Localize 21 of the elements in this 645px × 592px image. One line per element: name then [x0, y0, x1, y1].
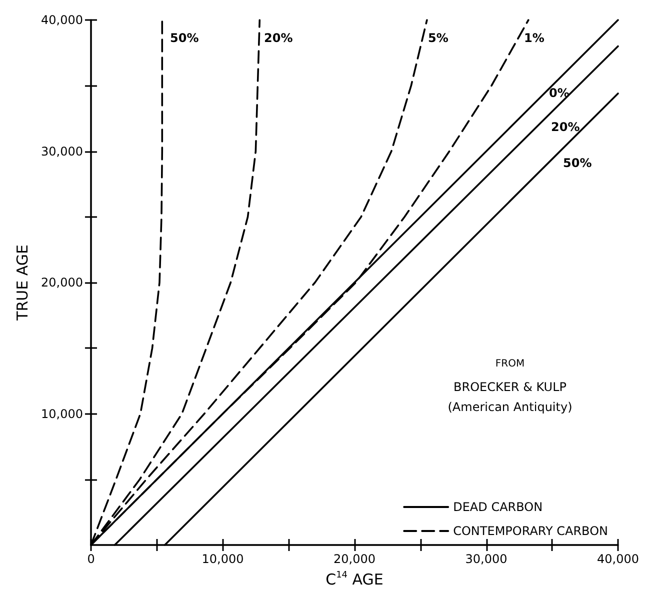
- annotation: (American Antiquity): [448, 400, 572, 414]
- annotation: FROM: [495, 358, 525, 370]
- y-tick-label: 30,000: [41, 144, 83, 158]
- y-tick-label: 10,000: [41, 406, 83, 421]
- x-tick-label: 40,000: [597, 552, 639, 566]
- annotation: 50%: [170, 31, 199, 45]
- x-tick-label: 30,000: [465, 552, 508, 566]
- annotation: 20%: [551, 120, 580, 134]
- legend-label: DEAD CARBON: [453, 500, 543, 514]
- annotation: 50%: [563, 156, 592, 170]
- annotation: 1%: [524, 31, 544, 45]
- y-tick-label: 20,000: [41, 276, 83, 290]
- x-tick-label: 10,000: [202, 552, 244, 566]
- annotation: 20%: [264, 31, 293, 45]
- x-tick-label: 0: [87, 552, 95, 566]
- x-tick-label: 20,000: [334, 552, 376, 566]
- legend-label: CONTEMPORARY CARBON: [453, 524, 608, 538]
- y-axis-title: TRUE AGE: [14, 244, 32, 322]
- y-tick-label: 40,000: [41, 13, 83, 27]
- annotation: 5%: [428, 31, 448, 45]
- annotation: BROECKER & KULP: [453, 380, 567, 394]
